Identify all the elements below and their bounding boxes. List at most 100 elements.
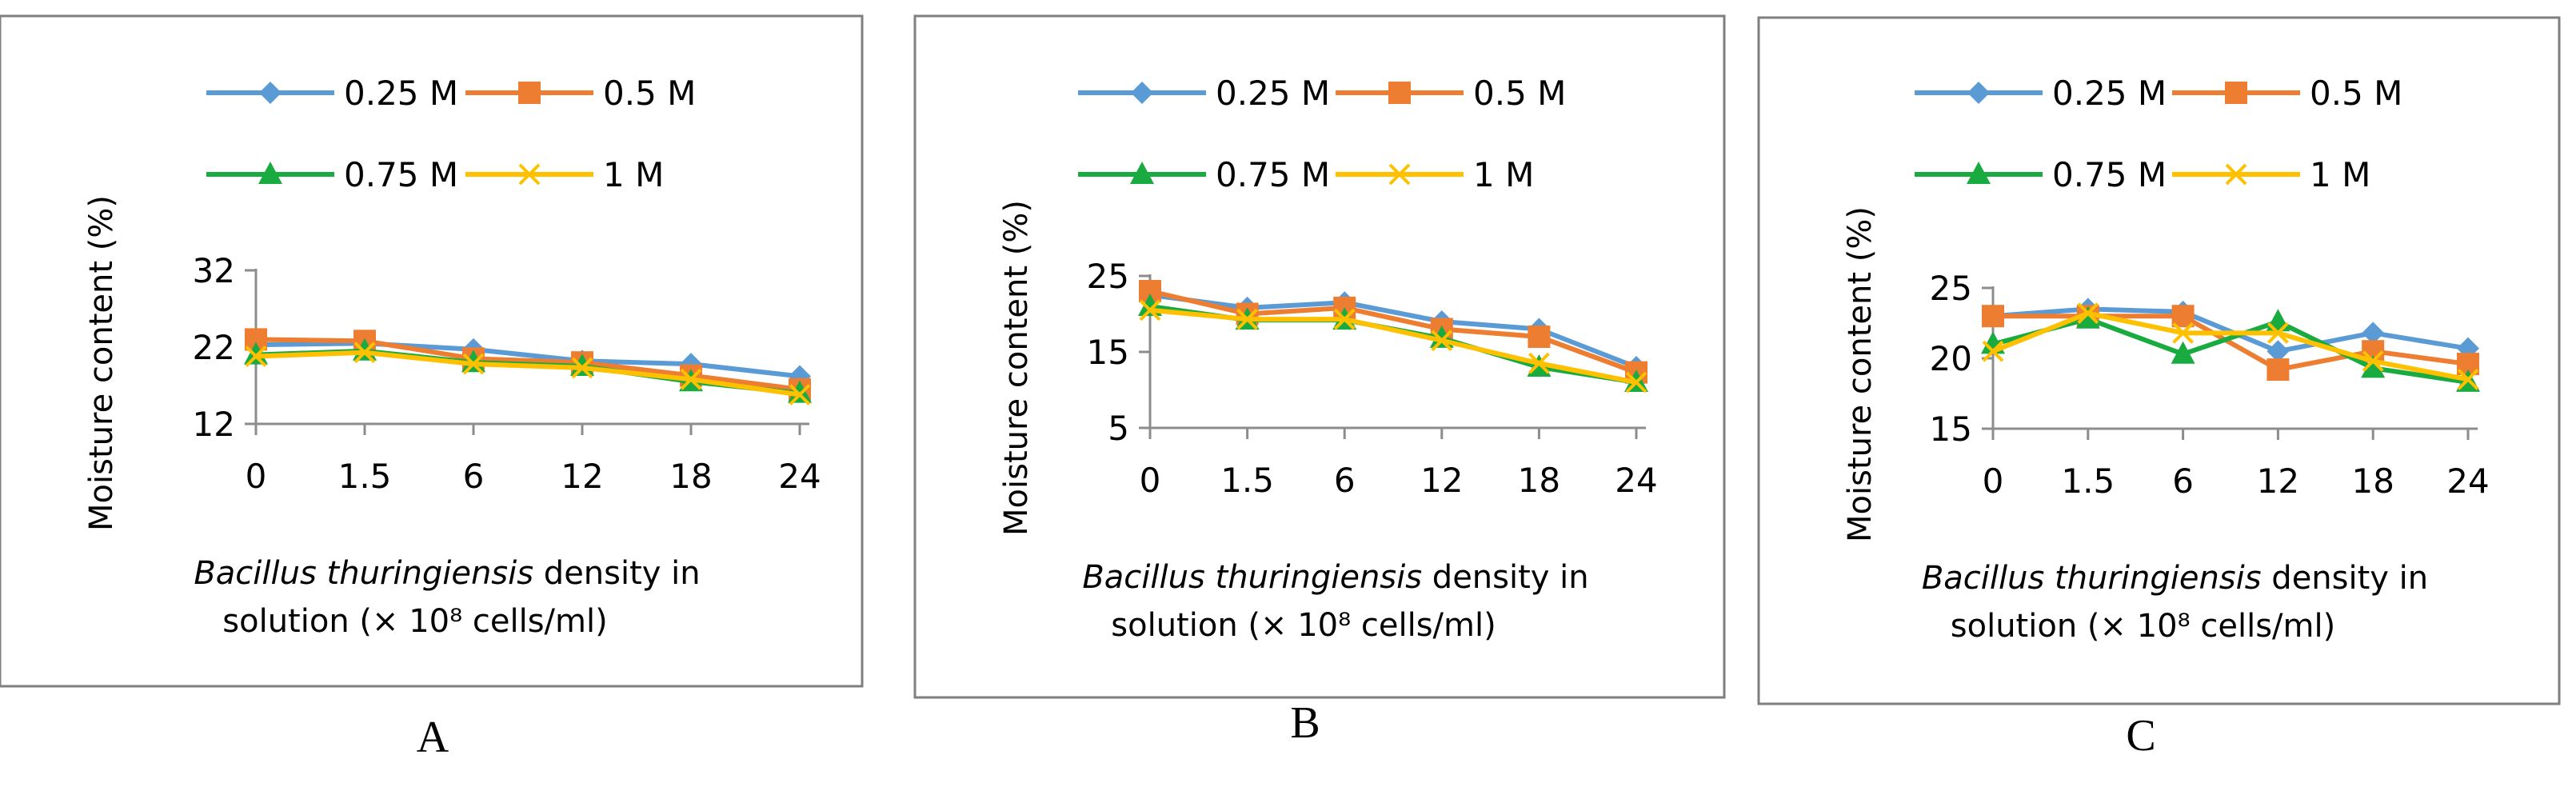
chart-panel-c: 15 20 25 0 1.5 6 12 18 24 Moisture content (%) Bac… (1757, 16, 2561, 705)
y-tick-label: 15 (1087, 333, 1129, 372)
data-point (1528, 326, 1551, 348)
x-axis-title-rest: density in (2262, 560, 2429, 597)
data-point (2362, 322, 2385, 345)
x-axis-title-rest: density in (1422, 559, 1589, 596)
data-point (680, 368, 702, 390)
x-axis-title-line2: solution (× 10⁸ cells/ml) (1951, 608, 2335, 645)
legend-label: 1 M (2310, 155, 2370, 194)
y-axis-title: Moisture content (%) (998, 200, 1035, 536)
series-line (255, 341, 801, 379)
data-point (571, 357, 593, 379)
data-point (462, 353, 485, 375)
panel-caption-c: C (2126, 711, 2156, 761)
x-tick-label: 12 (561, 457, 603, 496)
legend-marker (1388, 163, 1411, 186)
x-tick-label: 6 (463, 457, 485, 496)
data-point (2362, 350, 2384, 372)
x-tick-label: 1.5 (2061, 461, 2115, 501)
series-line (1149, 292, 1638, 370)
series-line (255, 350, 801, 397)
series-line (1992, 316, 2469, 385)
legend-label: 0.25 M (1216, 74, 1330, 113)
panel-caption-a: A (416, 713, 449, 762)
y-axis-title: Moisture content (%) (1842, 206, 1879, 542)
x-tick-label: 24 (2446, 461, 2489, 501)
x-axis-title-line2: solution (× 10⁸ cells/ml) (222, 603, 607, 640)
x-tick-label: 0 (1140, 461, 1161, 500)
data-point (353, 342, 376, 364)
legend-label: 0.25 M (2052, 74, 2167, 113)
x-tick-label: 12 (2257, 461, 2299, 501)
y-tick-label: 22 (193, 328, 235, 367)
data-point (1625, 371, 1647, 394)
y-axis-title: Moisture content (%) (83, 195, 120, 531)
x-axis-title-italic: Bacillus thuringiensis (1082, 559, 1422, 596)
x-tick-label: 18 (1518, 461, 1560, 500)
x-tick-label: 18 (669, 457, 712, 496)
x-axis-title-line1: Bacillus thuringiensis density in (1082, 559, 1588, 596)
data-point (2457, 368, 2479, 390)
x-tick-label: 0 (246, 457, 267, 496)
x-axis-title-italic: Bacillus thuringiensis (1922, 560, 2262, 597)
series-line (255, 337, 801, 392)
data-point (789, 384, 811, 405)
y-tick-label: 15 (1930, 409, 1972, 449)
x-axis-title-line2: solution (× 10⁸ cells/ml) (1111, 607, 1496, 644)
data-point (2361, 355, 2386, 378)
x-tick-label: 18 (2351, 461, 2394, 501)
x-tick-label: 12 (1420, 461, 1463, 500)
series-line (1993, 314, 2469, 373)
data-point (1236, 308, 1259, 330)
series-line (1991, 310, 2469, 382)
legend-label: 0.5 M (2310, 74, 2402, 113)
y-tick-label: 20 (1930, 339, 1972, 378)
chart-panel-b: 5 15 25 0 1.5 6 12 18 24 Moisture content (%) Baci… (913, 14, 1726, 699)
x-tick-label: 24 (1615, 461, 1657, 500)
x-tick-label: 24 (778, 457, 821, 496)
legend-marker (1131, 82, 1153, 104)
data-point (2075, 306, 2100, 329)
legend-label: 0.5 M (603, 74, 696, 113)
y-tick-label: 32 (193, 251, 235, 290)
x-tick-label: 6 (1334, 461, 1356, 500)
data-point (2077, 302, 2099, 325)
legend-marker (1967, 162, 1991, 184)
data-point (1528, 352, 1550, 374)
data-point (1139, 299, 1161, 322)
legend-marker (2225, 163, 2247, 186)
legend-label: 0.75 M (344, 155, 458, 194)
legend-marker (1967, 82, 1990, 104)
data-point (788, 380, 812, 403)
data-point (2172, 322, 2195, 344)
x-tick-label: 6 (2172, 461, 2194, 501)
data-point (244, 342, 268, 365)
data-point (2266, 340, 2290, 363)
data-point (245, 346, 267, 367)
x-axis-title-line1: Bacillus thuringiensis density in (1922, 560, 2428, 597)
legend-marker (258, 162, 282, 184)
legend-marker (518, 82, 541, 104)
x-tick-label: 1.5 (1220, 461, 1274, 500)
x-tick-label: 0 (1983, 461, 2004, 501)
data-point (2266, 358, 2290, 382)
legend-marker (259, 82, 282, 104)
legend-marker (518, 163, 541, 186)
y-tick-label: 25 (1087, 257, 1129, 296)
legend-marker (1388, 82, 1411, 104)
legend-label: 0.25 M (344, 74, 458, 113)
data-point (2266, 322, 2289, 344)
x-axis-title-italic: Bacillus thuringiensis (194, 555, 533, 592)
data-point (1333, 308, 1356, 330)
y-tick-label: 25 (1930, 269, 1972, 308)
x-axis-title-rest: density in (533, 555, 701, 592)
legend-label: 0.75 M (2052, 155, 2167, 194)
legend-label: 0.5 M (1473, 74, 1566, 113)
series-line (1149, 289, 1638, 375)
legend-label: 1 M (603, 155, 664, 194)
x-tick-label: 1.5 (338, 457, 392, 496)
legend-marker (2225, 82, 2247, 104)
legend-label: 1 M (1473, 155, 1534, 194)
x-axis-title-line1: Bacillus thuringiensis density in (194, 555, 700, 592)
y-tick-label: 5 (1108, 409, 1129, 448)
